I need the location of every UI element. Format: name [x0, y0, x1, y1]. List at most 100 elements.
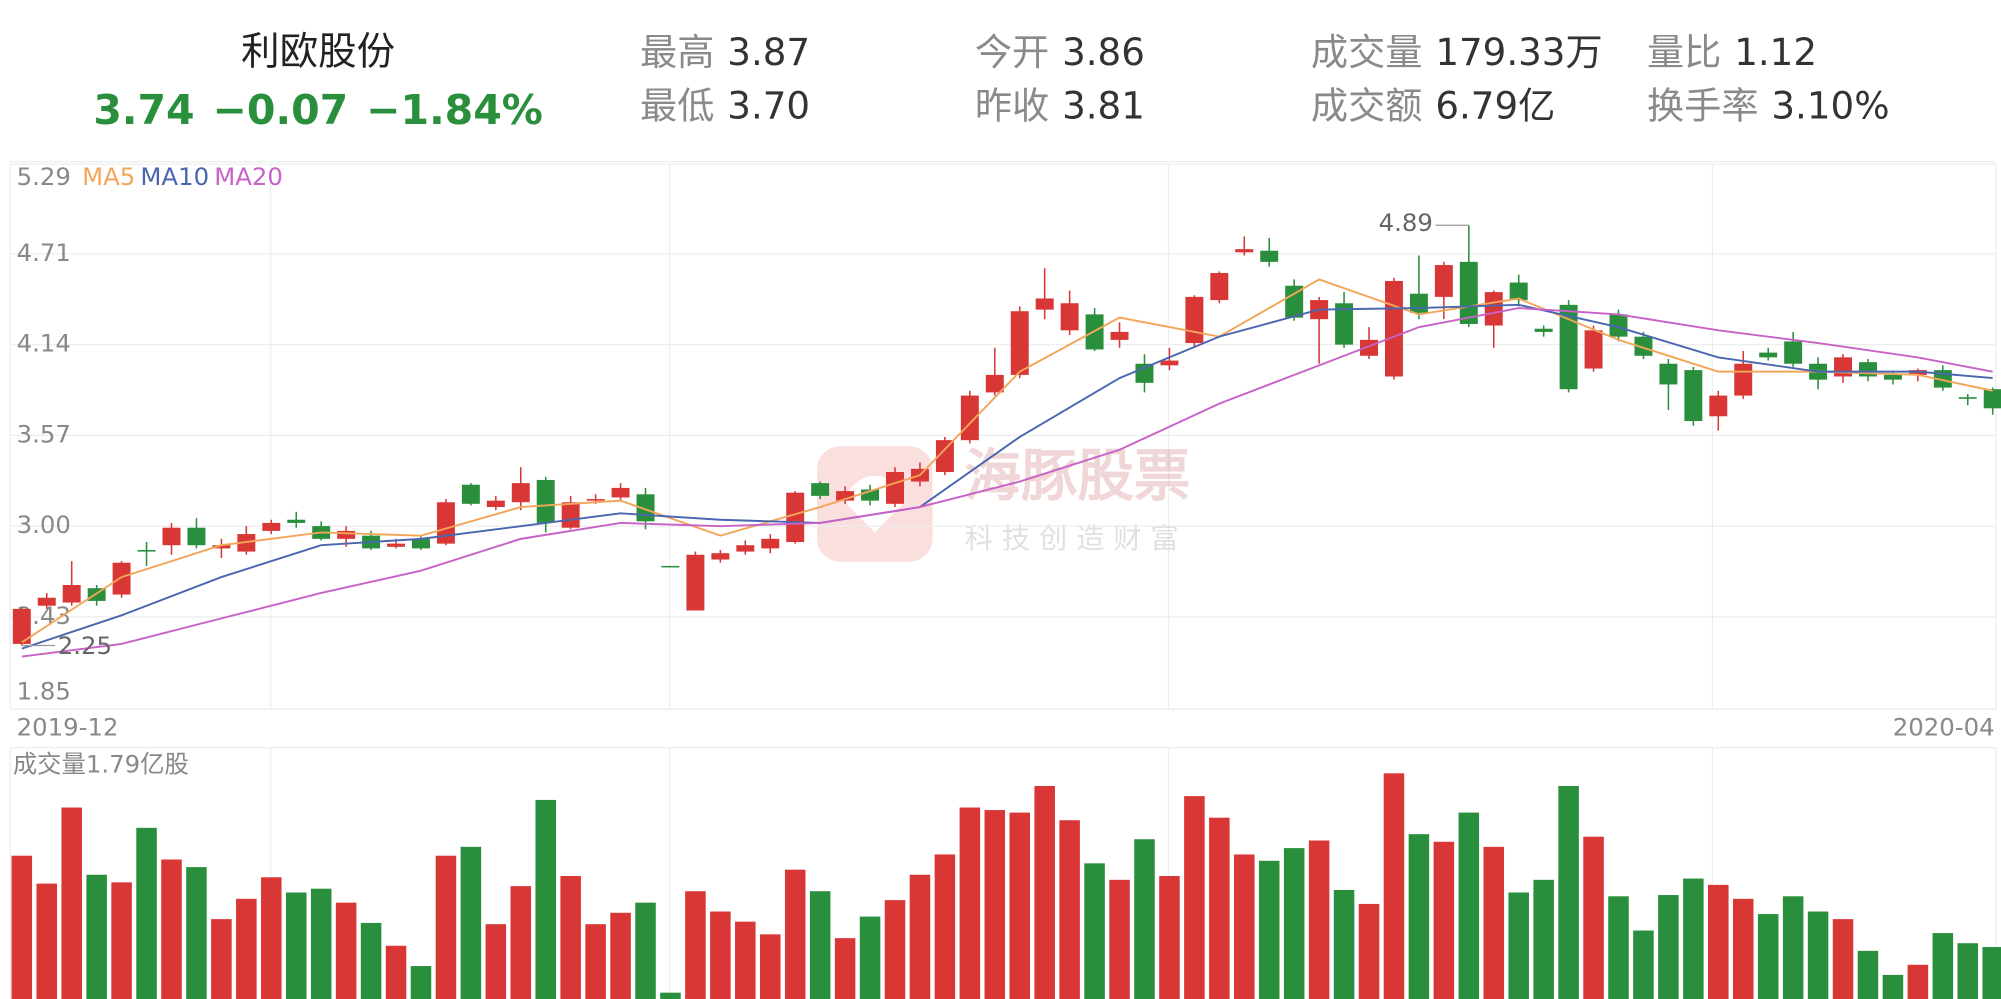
volume-bar [585, 924, 606, 999]
volume-bar [759, 934, 781, 999]
volume-bar [1533, 879, 1554, 999]
volume-bar [460, 846, 482, 999]
volume-bar [1583, 836, 1604, 999]
volume-bar [1757, 914, 1779, 999]
volume-bar [36, 883, 58, 999]
candle-body [412, 538, 430, 549]
y-tick-label: 5.29 [17, 162, 71, 191]
stat-label: 昨收 [975, 83, 1049, 127]
volume-bar [1333, 889, 1355, 999]
candle-body [711, 553, 730, 560]
volume-bar [360, 922, 382, 999]
candle-body [112, 562, 131, 595]
volume-bar [635, 902, 656, 999]
candle-body [212, 545, 231, 549]
volume-bar [1708, 884, 1729, 999]
volume-bar [1683, 878, 1704, 999]
stat-value: 6.79亿 [1435, 83, 1555, 127]
stat-value: 3.86 [1062, 29, 1145, 73]
volume-bar [385, 945, 407, 999]
volume-bar [1732, 898, 1754, 999]
candle-body [1509, 282, 1528, 301]
candle-body [786, 492, 805, 543]
candle-body [1285, 285, 1304, 318]
candle-body [1634, 336, 1653, 356]
volume-bar [685, 891, 706, 999]
volume-bar [1483, 846, 1505, 999]
candle-body [1734, 363, 1753, 396]
candle-body [187, 527, 206, 546]
annotation: 2.25 [58, 631, 112, 660]
stat-label: 今开 [975, 29, 1049, 73]
stat-value: 3.81 [1062, 83, 1145, 127]
x-tick-label: 2020-04 [1893, 712, 1995, 741]
volume-bar [1408, 834, 1430, 999]
stat-label: 换手率 [1647, 83, 1759, 127]
candle-body [1459, 261, 1478, 324]
volume-bar [236, 898, 257, 999]
volume-bar [1034, 785, 1055, 999]
candle-body [1010, 311, 1029, 375]
candle-body [861, 489, 880, 501]
candle-body [1035, 298, 1054, 310]
y-tick-label: 3.57 [17, 419, 71, 448]
volume-bar [884, 900, 906, 999]
candle-body [611, 487, 630, 498]
candle-body [561, 502, 580, 528]
candle-body [836, 491, 855, 501]
volume-bar [1832, 919, 1854, 999]
volume-bar [1807, 911, 1829, 999]
volume-bar [834, 938, 856, 999]
volume-bar [1134, 839, 1155, 999]
volume-bar [1084, 863, 1105, 999]
candle-body [1784, 341, 1803, 364]
candle-body [686, 554, 705, 611]
stat-label: 最低 [640, 83, 714, 127]
y-tick-label: 3.00 [17, 510, 71, 539]
volume-bar [410, 966, 432, 999]
stat-value: 3.87 [727, 29, 810, 73]
candle-body [337, 530, 356, 539]
stat: 量比 1.12 [1647, 29, 1817, 73]
candle-body [1235, 249, 1254, 253]
candle-body [387, 543, 406, 547]
candle-body [1983, 389, 2001, 409]
volume-bar [1258, 860, 1280, 999]
volume-bar [261, 877, 282, 999]
candle-body [1110, 331, 1129, 340]
volume-bar [1957, 943, 1979, 999]
volume-bar [934, 854, 956, 999]
volume-bar [560, 876, 581, 999]
volume-bar [1782, 896, 1804, 999]
x-tick-label: 2019-12 [17, 712, 119, 741]
candle-body [1559, 304, 1578, 390]
stat: 换手率 3.10% [1647, 83, 1890, 127]
volume-bar [1209, 817, 1230, 999]
candle-body [1534, 328, 1553, 332]
volume-bar [86, 874, 107, 999]
price-frame [9, 163, 1997, 710]
volume-bar [285, 892, 307, 999]
candle-body [1434, 265, 1453, 297]
candle-body [1709, 395, 1728, 417]
price-line: 3.74 −0.07 −1.84% [93, 86, 543, 134]
candle-body [287, 519, 306, 523]
stat-value: 1.12 [1734, 29, 1817, 73]
candle-body [1883, 374, 1902, 380]
volume-bar [535, 799, 556, 999]
watermark-subtitle: 科技创造财富 [965, 522, 1188, 555]
legend-entry: MA20 [214, 162, 283, 191]
candle-body [586, 499, 605, 501]
candle-body [886, 471, 904, 504]
volume-bar [610, 912, 631, 999]
stat-value: 3.70 [727, 83, 810, 127]
volume-bar [1658, 895, 1679, 999]
volume-bar [1982, 947, 2001, 999]
volume-bar [1907, 964, 1929, 999]
candle-body [1210, 273, 1229, 301]
candle-body [935, 440, 954, 472]
volume-bar [1283, 848, 1305, 999]
annotation: 4.89 [1379, 208, 1433, 237]
volume-bar [1608, 896, 1629, 999]
candle-body [1609, 314, 1628, 337]
